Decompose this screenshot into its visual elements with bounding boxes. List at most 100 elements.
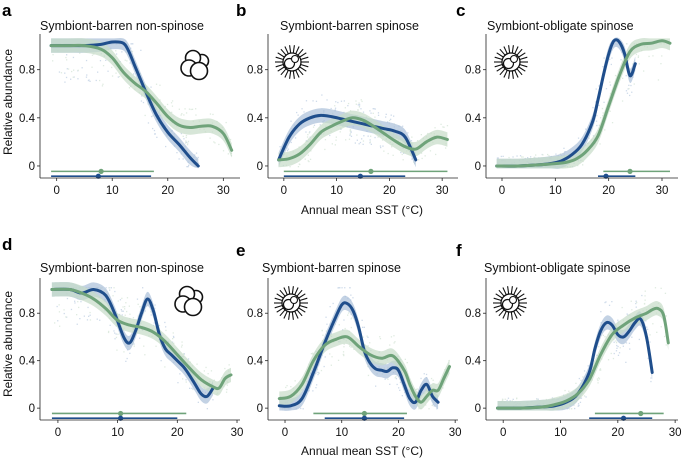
icon-spine bbox=[499, 48, 506, 56]
sample-point bbox=[205, 366, 207, 369]
x-tick-label: 30 bbox=[656, 185, 669, 197]
sample-point bbox=[141, 95, 143, 97]
icon-spine bbox=[513, 310, 518, 319]
x-tick-label: 20 bbox=[383, 185, 396, 197]
sample-point bbox=[631, 91, 633, 93]
sample-point bbox=[521, 156, 523, 158]
sample-point bbox=[180, 114, 182, 116]
sample-point bbox=[611, 57, 613, 59]
sample-point bbox=[180, 132, 182, 135]
sample-point bbox=[58, 304, 60, 306]
sample-point bbox=[665, 315, 667, 317]
sample-point bbox=[65, 316, 67, 318]
sample-point bbox=[173, 336, 175, 339]
sample-point bbox=[435, 153, 437, 156]
y-tick-label: 0.4 bbox=[19, 356, 36, 368]
sample-point bbox=[573, 404, 575, 406]
sample-point bbox=[312, 353, 314, 355]
sample-point bbox=[420, 152, 423, 154]
sample-point bbox=[126, 357, 128, 360]
sample-point bbox=[54, 322, 56, 324]
non-spinose-foraminifera-icon bbox=[174, 285, 204, 317]
sample-point bbox=[625, 342, 628, 344]
sample-point bbox=[644, 295, 646, 297]
sample-point bbox=[128, 305, 130, 307]
icon-spine bbox=[280, 68, 287, 76]
sample-point bbox=[652, 55, 654, 57]
sample-point bbox=[635, 53, 638, 56]
sample-point bbox=[324, 356, 326, 358]
sample-point bbox=[214, 142, 216, 144]
sample-point bbox=[578, 404, 580, 407]
sample-point bbox=[367, 345, 369, 347]
sample-point bbox=[598, 124, 600, 126]
sample-point bbox=[197, 162, 200, 164]
sample-point bbox=[66, 68, 68, 70]
sample-point bbox=[171, 105, 174, 107]
sample-point bbox=[637, 55, 640, 57]
icon-spine bbox=[284, 69, 289, 78]
panel-d: d Symbiont-barren non-spinose 0 0.4 0.8 0 10 20… bbox=[2, 235, 243, 439]
sample-point bbox=[164, 321, 166, 324]
sample-point bbox=[153, 129, 156, 132]
sample-point bbox=[625, 43, 628, 45]
sample-point bbox=[582, 376, 584, 378]
sample-point bbox=[172, 335, 175, 338]
sample-point bbox=[418, 408, 420, 410]
icon-spine bbox=[518, 52, 526, 58]
icon-chamber bbox=[290, 54, 300, 64]
sample-point bbox=[410, 140, 413, 142]
sample-point bbox=[330, 364, 332, 366]
sample-point bbox=[185, 141, 187, 143]
sample-point bbox=[379, 145, 382, 147]
sample-point bbox=[71, 70, 73, 73]
sample-point bbox=[126, 310, 128, 313]
sample-point bbox=[335, 139, 337, 141]
sample-point bbox=[120, 309, 122, 311]
sample-point bbox=[312, 126, 315, 128]
sample-point bbox=[85, 76, 88, 78]
sample-point bbox=[362, 326, 364, 328]
sample-point bbox=[305, 100, 308, 102]
icon-spine bbox=[496, 66, 504, 72]
sample-point bbox=[329, 353, 331, 355]
sample-point bbox=[583, 395, 586, 397]
x-tick-label: 10 bbox=[106, 185, 119, 197]
sample-point bbox=[172, 338, 174, 340]
sample-point bbox=[430, 377, 433, 380]
sample-point bbox=[73, 76, 75, 78]
sample-point bbox=[610, 352, 612, 355]
sample-point bbox=[615, 342, 618, 344]
y-tick-label: 0.4 bbox=[247, 113, 264, 125]
icon-spine bbox=[496, 52, 504, 58]
icon-spine bbox=[277, 66, 285, 72]
sample-point bbox=[617, 319, 619, 321]
sample-point bbox=[577, 405, 579, 407]
sample-point bbox=[355, 100, 357, 102]
sample-point bbox=[577, 164, 579, 167]
confidence-band-green bbox=[497, 301, 669, 411]
sample-point bbox=[114, 290, 116, 293]
sample-point bbox=[618, 352, 621, 354]
range-mean-blue bbox=[620, 415, 627, 421]
sample-point bbox=[152, 115, 154, 117]
sample-point bbox=[384, 378, 386, 380]
range-mean-blue bbox=[117, 415, 124, 421]
sample-point bbox=[613, 352, 615, 355]
panel-b: b Symbiont-barren spinose 0 0.4 0.8 0 10 20 30 bbox=[236, 1, 458, 197]
sample-point bbox=[119, 313, 121, 316]
sample-point bbox=[625, 361, 627, 363]
sample-point bbox=[153, 322, 155, 324]
sample-point bbox=[369, 141, 371, 143]
sample-point bbox=[613, 341, 615, 343]
sample-point bbox=[191, 387, 193, 389]
sample-point bbox=[181, 113, 183, 115]
sample-point bbox=[616, 347, 618, 349]
sample-point bbox=[392, 154, 394, 156]
icon-spine bbox=[279, 309, 286, 317]
sample-point bbox=[102, 65, 105, 67]
sample-point bbox=[595, 120, 598, 122]
sample-point bbox=[305, 131, 307, 133]
sample-point bbox=[318, 372, 320, 374]
sample-point bbox=[113, 330, 115, 332]
